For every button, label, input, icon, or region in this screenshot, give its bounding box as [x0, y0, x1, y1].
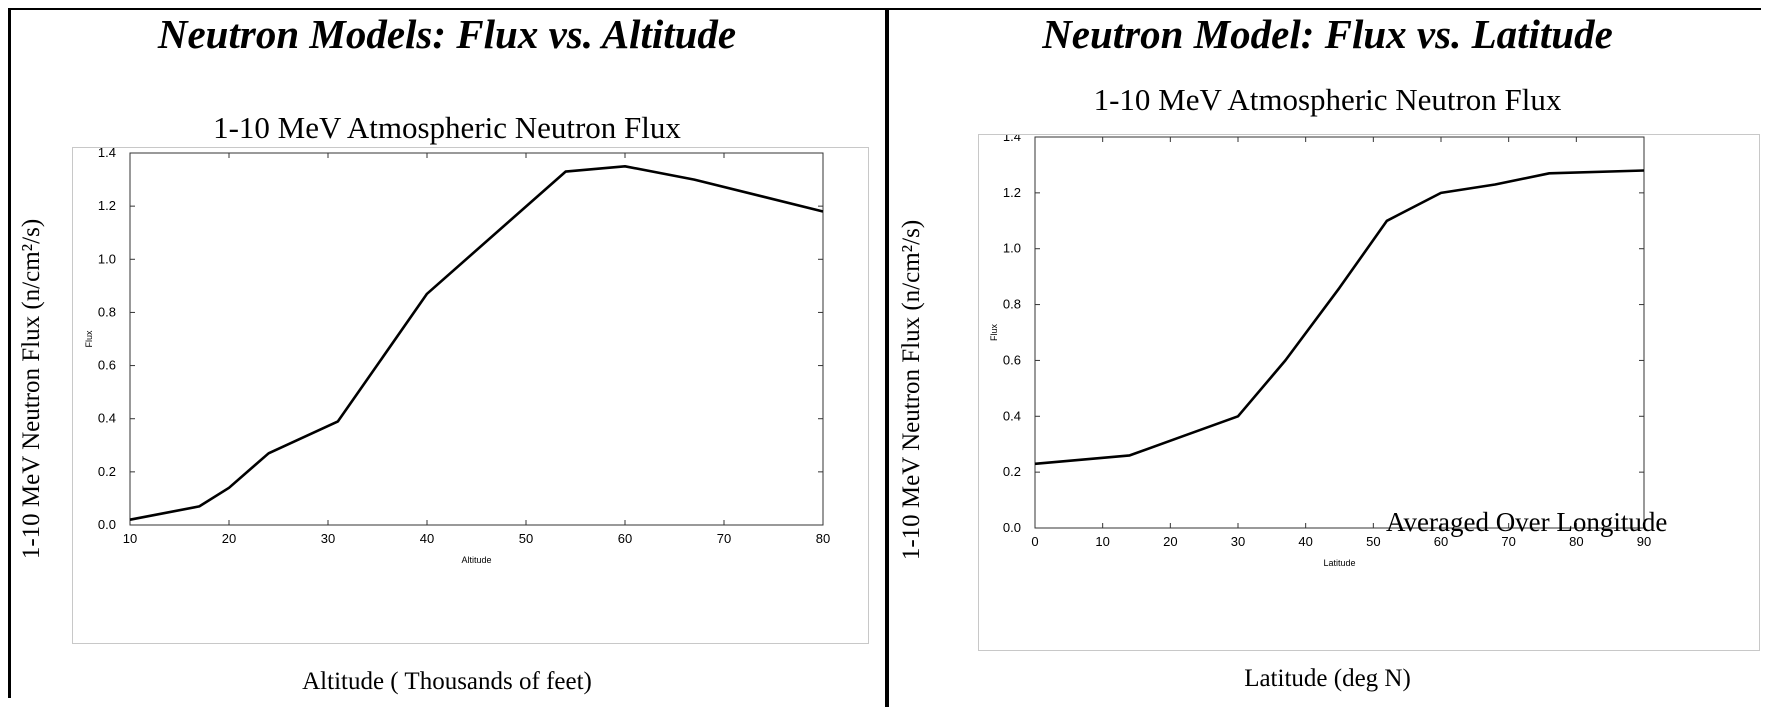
x-tick-label: 10: [1095, 534, 1109, 549]
outer-frame: [8, 8, 1761, 698]
x-tick-label: 10: [123, 531, 137, 546]
chart-title-latitude: 1-10 MeV Atmospheric Neutron Flux: [1093, 82, 1562, 117]
x-tick-label: 70: [1501, 534, 1515, 549]
series-line: [1034, 169, 1645, 466]
outer-xlabel-latitude: Latitude (deg N): [1244, 665, 1411, 692]
y-tick-label: 0.6: [98, 358, 116, 373]
plot-area-frame: [129, 152, 824, 526]
y-tick-label: 1.2: [1003, 185, 1021, 200]
y-tick-label: 1.2: [98, 198, 116, 213]
x-tick-label: 80: [1569, 534, 1583, 549]
panel-title-altitude: Neutron Models: Flux vs. Altitude: [157, 11, 737, 57]
y-tick-label: 0.2: [1003, 464, 1021, 479]
x-axis-label: Altitude: [461, 555, 491, 565]
y-tick-label: 0.2: [98, 464, 116, 479]
plot-box-latitude: 0 10 20 30 40 50 60 70 80 90 0.0 0.2 0.4 0.6 0.8 1.0 1.2…: [978, 129, 1760, 651]
y-tick-label: 0.6: [1003, 352, 1021, 367]
x-tick-label: 40: [420, 531, 434, 546]
x-axis-label: Latitude: [1323, 558, 1355, 568]
y-tick-label: 0.4: [98, 411, 116, 426]
x-tick-label: 50: [519, 531, 533, 546]
x-tick-label: 70: [717, 531, 731, 546]
series-line: [129, 164, 824, 521]
panel-divider: [885, 8, 889, 707]
y-tick-label: 0.4: [1003, 408, 1021, 423]
plot-area-frame: [1034, 136, 1645, 529]
altitude-chart: 10 20 30 40 50 60 70 80 0.0 0.2 0.4 0.6 0.8 1.0 1.2 1.4…: [84, 145, 830, 565]
y-axis-label: Flux: [989, 324, 999, 342]
x-tick-label: 90: [1637, 534, 1651, 549]
x-tick-label: 40: [1298, 534, 1312, 549]
x-tick-label: 30: [321, 531, 335, 546]
y-tick-label: 0.8: [1003, 297, 1021, 312]
panel-title-latitude: Neutron Model: Flux vs. Latitude: [1042, 11, 1613, 57]
outer-ylabel-latitude: 1-10 MeV Neutron Flux (n/cm²/s): [898, 219, 925, 561]
x-tick-label: 0: [1031, 534, 1038, 549]
y-tick-label: 0.8: [98, 304, 116, 319]
y-tick-label: 1.4: [1003, 135, 1021, 144]
y-tick-label: 0.0: [1003, 520, 1021, 535]
outer-xlabel-altitude: Altitude ( Thousands of feet): [302, 668, 592, 695]
x-tick-label: 20: [222, 531, 236, 546]
y-tick-label: 1.4: [98, 148, 116, 160]
chart-title-altitude: 1-10 MeV Atmospheric Neutron Flux: [213, 110, 681, 145]
y-axis-label: Flux: [84, 330, 94, 348]
latitude-chart: 0 10 20 30 40 50 60 70 80 90 0.0 0.2 0.4 0.6 0.8 1.0 1.2…: [989, 129, 1651, 568]
y-tick-label: 1.0: [1003, 241, 1021, 256]
y-tick-label: 0.0: [98, 517, 116, 532]
x-tick-label: 20: [1163, 534, 1177, 549]
altitude-panel: Neutron Models: Flux vs. Altitude 1-10 M…: [12, 0, 882, 707]
x-tick-label: 30: [1231, 534, 1245, 549]
latitude-panel: Neutron Model: Flux vs. Latitude 1-10 Me…: [890, 0, 1765, 707]
chart-annotation: Averaged Over Longitude: [1386, 507, 1668, 537]
y-tick-label: 1.0: [98, 251, 116, 266]
outer-ylabel-altitude: 1-10 MeV Neutron Flux (n/cm²/s): [18, 218, 45, 560]
x-tick-label: 80: [816, 531, 830, 546]
x-tick-label: 50: [1366, 534, 1380, 549]
x-tick-label: 60: [618, 531, 632, 546]
x-tick-label: 60: [1434, 534, 1448, 549]
plot-box-altitude: 10 20 30 40 50 60 70 80 0.0 0.2 0.4 0.6 0.8 1.0 1.2 1.4…: [72, 145, 869, 644]
